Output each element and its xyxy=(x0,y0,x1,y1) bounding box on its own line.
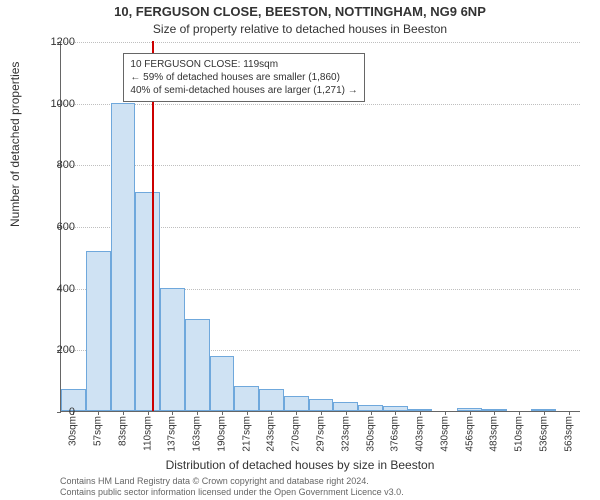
xtick-label: 403sqm xyxy=(415,416,426,452)
xtick-label: 30sqm xyxy=(68,416,79,446)
y-axis-label: Number of detached properties xyxy=(8,62,22,227)
xtick-mark xyxy=(470,411,471,415)
ytick-label: 800 xyxy=(35,159,75,171)
annotation-line2: ← 59% of detached houses are smaller (1,… xyxy=(130,71,357,84)
xtick-label: 483sqm xyxy=(489,416,500,452)
xtick-label: 190sqm xyxy=(216,416,227,452)
xtick-mark xyxy=(395,411,396,415)
xtick-label: 350sqm xyxy=(365,416,376,452)
histogram-bar xyxy=(284,396,309,411)
plot-area: 30sqm57sqm83sqm110sqm137sqm163sqm190sqm2… xyxy=(60,42,580,412)
xtick-mark xyxy=(346,411,347,415)
xtick-mark xyxy=(172,411,173,415)
annotation-line1: 10 FERGUSON CLOSE: 119sqm xyxy=(130,58,357,71)
xtick-mark xyxy=(420,411,421,415)
xtick-label: 510sqm xyxy=(514,416,525,452)
xtick-label: 137sqm xyxy=(167,416,178,452)
gridline xyxy=(61,165,580,166)
xtick-mark xyxy=(247,411,248,415)
xtick-mark xyxy=(296,411,297,415)
xtick-mark xyxy=(519,411,520,415)
xtick-mark xyxy=(197,411,198,415)
gridline xyxy=(61,42,580,43)
attribution-line2: Contains public sector information licen… xyxy=(60,487,404,498)
xtick-label: 243sqm xyxy=(266,416,277,452)
ytick-label: 1200 xyxy=(35,36,75,48)
xtick-mark xyxy=(271,411,272,415)
ytick-label: 400 xyxy=(35,283,75,295)
histogram-bar xyxy=(333,402,358,411)
xtick-label: 376sqm xyxy=(390,416,401,452)
xtick-mark xyxy=(569,411,570,415)
xtick-label: 563sqm xyxy=(563,416,574,452)
xtick-mark xyxy=(544,411,545,415)
gridline xyxy=(61,104,580,105)
histogram-bar xyxy=(135,192,160,411)
attribution-text: Contains HM Land Registry data © Crown c… xyxy=(60,476,404,498)
xtick-label: 217sqm xyxy=(241,416,252,452)
xtick-mark xyxy=(494,411,495,415)
histogram-bar xyxy=(111,103,136,411)
xtick-label: 456sqm xyxy=(464,416,475,452)
annotation-line3: 40% of semi-detached houses are larger (… xyxy=(130,84,357,97)
xtick-label: 110sqm xyxy=(142,416,153,451)
xtick-label: 430sqm xyxy=(439,416,450,452)
xtick-label: 323sqm xyxy=(340,416,351,452)
xtick-label: 297sqm xyxy=(316,416,327,452)
xtick-label: 163sqm xyxy=(192,416,203,452)
xtick-mark xyxy=(148,411,149,415)
xtick-label: 83sqm xyxy=(117,416,128,446)
xtick-mark xyxy=(445,411,446,415)
chart-subtitle: Size of property relative to detached ho… xyxy=(0,22,600,36)
ytick-label: 200 xyxy=(35,344,75,356)
histogram-bar xyxy=(309,399,334,411)
chart-title: 10, FERGUSON CLOSE, BEESTON, NOTTINGHAM,… xyxy=(0,4,600,19)
histogram-bar xyxy=(185,319,210,412)
x-axis-label: Distribution of detached houses by size … xyxy=(0,458,600,472)
histogram-bar xyxy=(234,386,259,411)
histogram-bar xyxy=(210,356,235,412)
annotation-box: 10 FERGUSON CLOSE: 119sqm← 59% of detach… xyxy=(123,53,364,102)
ytick-label: 0 xyxy=(35,406,75,418)
xtick-mark xyxy=(222,411,223,415)
xtick-mark xyxy=(98,411,99,415)
xtick-mark xyxy=(371,411,372,415)
xtick-label: 57sqm xyxy=(93,416,104,446)
attribution-line1: Contains HM Land Registry data © Crown c… xyxy=(60,476,404,487)
histogram-bar xyxy=(86,251,111,411)
xtick-mark xyxy=(123,411,124,415)
xtick-label: 536sqm xyxy=(538,416,549,452)
ytick-label: 1000 xyxy=(35,98,75,110)
histogram-bar xyxy=(160,288,185,411)
histogram-bar xyxy=(259,389,284,411)
xtick-label: 270sqm xyxy=(291,416,302,452)
ytick-label: 600 xyxy=(35,221,75,233)
xtick-mark xyxy=(321,411,322,415)
